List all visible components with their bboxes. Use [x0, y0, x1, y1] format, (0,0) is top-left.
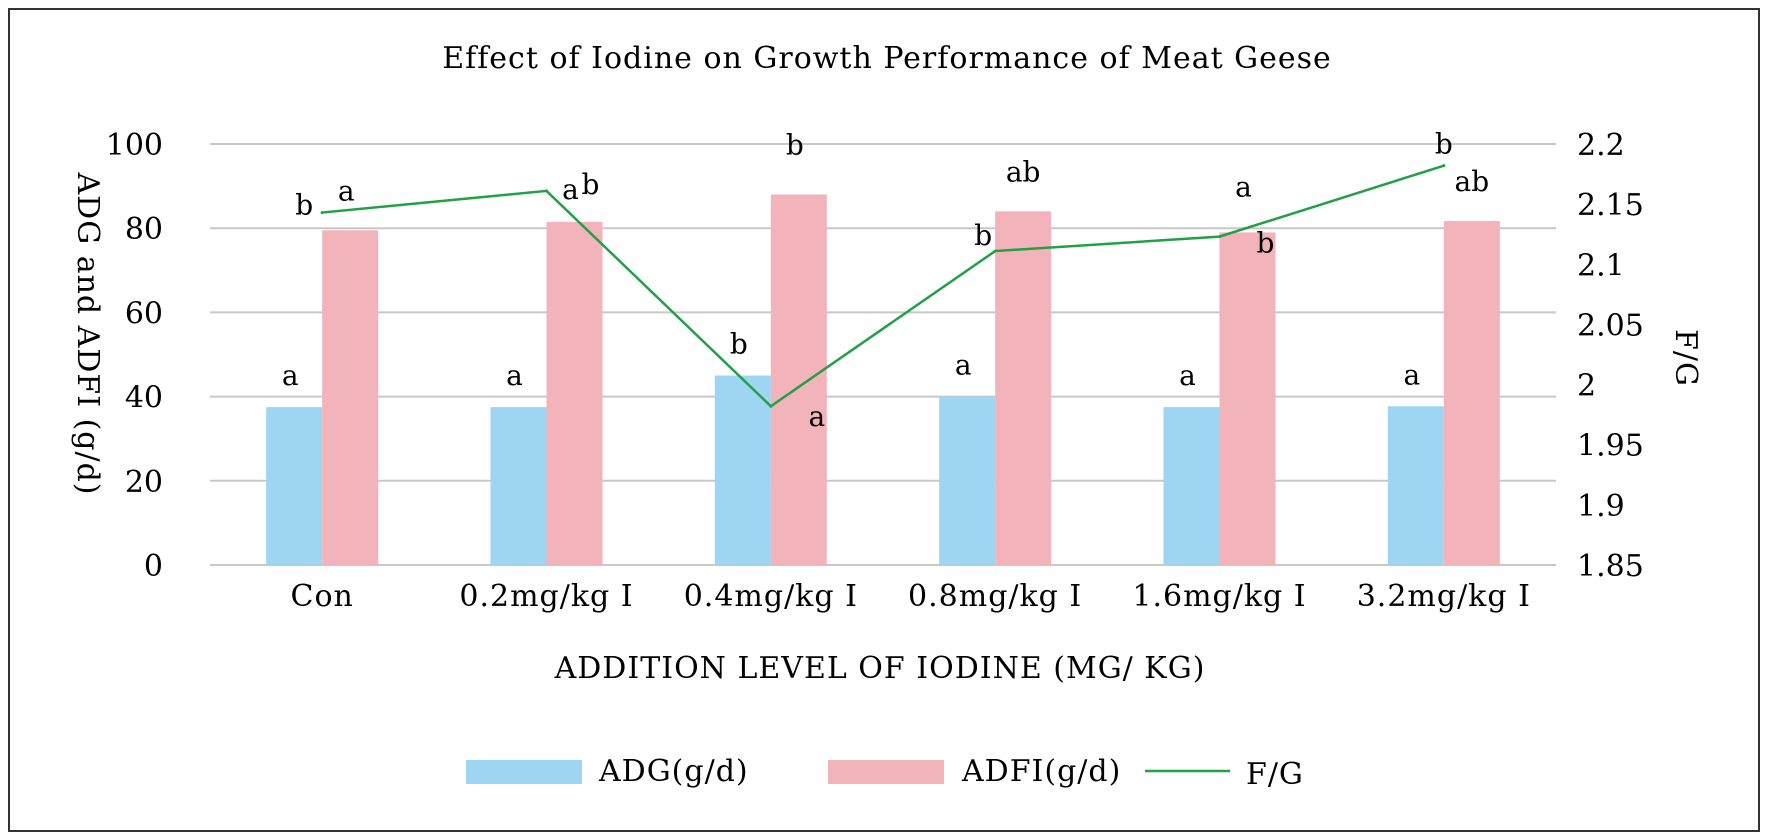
- x-tick-label-1: 0.2mg/kg I: [459, 579, 633, 614]
- adg-sig-label-5: a: [1403, 358, 1420, 391]
- adg-sig-label-2: b: [730, 328, 748, 361]
- fg-point-4: [1218, 235, 1221, 239]
- bar-adfi-5: [1443, 221, 1500, 565]
- right-axis-ticks: 1.85 1.9 1.95 2 2.05 2.1 2.15 2.2: [1577, 128, 1644, 584]
- y-tick-label-5: 100: [106, 128, 163, 163]
- bar-adg-1: [490, 407, 547, 565]
- bar-adg-3: [939, 396, 996, 565]
- left-axis-ticks: 0 20 40 60 80 100: [106, 128, 163, 584]
- legend-label-adfi: ADFI(g/d): [961, 754, 1121, 789]
- fg-sig-label-4: b: [1257, 227, 1275, 260]
- y-tick-label-4: 80: [125, 212, 163, 247]
- chart-title: Effect of Iodine on Growth Performance o…: [442, 41, 1332, 76]
- fg-sig-label-3: b: [974, 219, 992, 252]
- legend-swatch-adg: [466, 760, 582, 784]
- fg-sig-label-5: b: [1435, 128, 1453, 161]
- x-tick-label-0: Con: [290, 579, 353, 614]
- fg-point-5: [1442, 164, 1446, 168]
- x-tick-label-5: 3.2mg/kg I: [1357, 579, 1531, 614]
- legend-label-adg: ADG(g/d): [598, 754, 749, 789]
- y2-axis-title: F/G: [1668, 329, 1703, 387]
- category-labels: Con 0.2mg/kg I 0.4mg/kg I 0.8mg/kg I 1.6mg/k…: [290, 579, 1531, 614]
- adg-sig-label-1: a: [506, 359, 523, 392]
- fg-sig-label-2: a: [808, 400, 825, 433]
- legend-label-fg: F/G: [1246, 757, 1304, 792]
- fg-line: [320, 164, 1446, 408]
- y2-tick-label-5: 2.1: [1577, 248, 1625, 283]
- bar-adfi-2: [770, 194, 827, 565]
- fg-sig-label-1: a: [562, 173, 579, 206]
- bar-adg-2: [714, 375, 771, 565]
- y-axis-title: ADG and ADFI (g/d): [70, 171, 105, 495]
- bar-adfi-1: [546, 221, 603, 565]
- x-tick-label-4: 1.6mg/kg I: [1132, 579, 1306, 614]
- adfi-sig-label-0: a: [338, 174, 355, 207]
- bars: [266, 194, 1500, 566]
- bar-adfi-4: [1219, 232, 1276, 565]
- bar-adg-5: [1387, 406, 1444, 565]
- adg-sig-label-3: a: [955, 349, 972, 382]
- y-tick-label-0: 0: [144, 549, 163, 584]
- legend: ADG(g/d) ADFI(g/d) F/G: [466, 754, 1304, 792]
- fg-line-path: [322, 164, 1445, 408]
- fg-point-1: [545, 189, 548, 193]
- y2-tick-label-6: 2.15: [1577, 188, 1644, 223]
- y-tick-label-1: 20: [125, 465, 163, 500]
- x-tick-label-2: 0.4mg/kg I: [684, 579, 858, 614]
- fg-point-0: [320, 211, 324, 215]
- x-tick-label-3: 0.8mg/kg I: [908, 579, 1082, 614]
- bar-adg-0: [266, 407, 323, 565]
- adfi-sig-label-5: ab: [1455, 165, 1490, 198]
- legend-swatch-adfi: [828, 760, 944, 784]
- adg-sig-label-0: a: [282, 359, 299, 392]
- adg-sig-label-4: a: [1179, 359, 1196, 392]
- y-tick-label-3: 60: [125, 296, 163, 331]
- y2-tick-label-7: 2.2: [1577, 128, 1625, 163]
- bar-adfi-0: [322, 230, 379, 565]
- adfi-sig-label-1: b: [582, 168, 600, 201]
- bar-adg-4: [1163, 407, 1220, 565]
- fg-sig-label-0: b: [295, 189, 313, 222]
- y-tick-label-2: 40: [125, 381, 163, 416]
- y2-tick-label-4: 2.05: [1577, 308, 1644, 343]
- adfi-sig-label-4: a: [1235, 170, 1252, 203]
- y2-tick-label-1: 1.9: [1577, 489, 1625, 524]
- x-axis-title: ADDITION LEVEL OF IODINE (MG/ KG): [554, 651, 1206, 686]
- gridlines: [210, 143, 1556, 566]
- y2-tick-label-0: 1.85: [1577, 549, 1644, 584]
- y2-tick-label-2: 1.95: [1577, 429, 1644, 464]
- adfi-sig-label-3: ab: [1006, 155, 1041, 188]
- bar-adfi-3: [995, 211, 1052, 566]
- adfi-sig-label-2: b: [786, 129, 804, 162]
- y2-tick-label-3: 2: [1577, 369, 1596, 404]
- fg-point-3: [993, 249, 997, 253]
- fg-point-2: [769, 404, 773, 408]
